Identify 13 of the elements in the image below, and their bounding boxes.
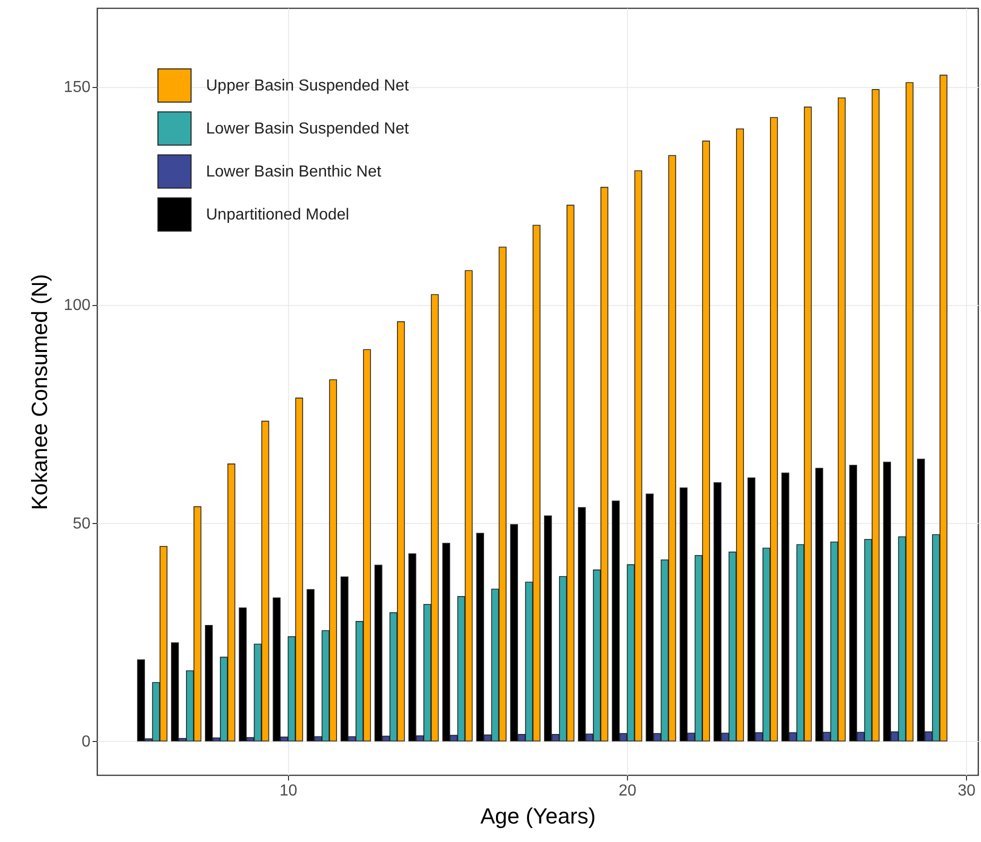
y-tick-label: 50 (72, 515, 91, 532)
y-tick-label: 0 (82, 733, 91, 750)
legend-label: Unpartitioned Model (206, 206, 350, 224)
y-tick-label: 100 (64, 297, 91, 314)
y-axis-title: Kokanee Consumed (N) (26, 274, 52, 510)
x-axis-title: Age (Years) (480, 804, 596, 828)
x-tick-label: 20 (618, 782, 637, 800)
legend-label: Lower Basin Benthic Net (206, 164, 382, 180)
legend-label: Upper Basin Suspended Net (206, 78, 410, 94)
x-tick-label: 10 (280, 782, 298, 800)
legend-label: Lower Basin Suspended Net (206, 120, 410, 138)
y-tick-label: 150 (64, 79, 91, 96)
x-tick-label: 30 (958, 782, 976, 800)
